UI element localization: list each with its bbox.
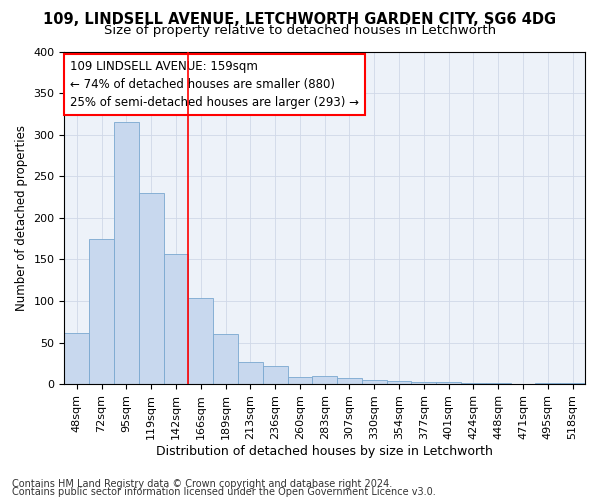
Bar (263, 366, 287, 384)
Bar (188, 298, 213, 384)
Bar (412, 382, 436, 384)
X-axis label: Distribution of detached houses by size in Letchworth: Distribution of detached houses by size … (156, 444, 493, 458)
Bar (436, 382, 461, 384)
Text: 109 LINDSELL AVENUE: 159sqm
← 74% of detached houses are smaller (880)
25% of se: 109 LINDSELL AVENUE: 159sqm ← 74% of det… (70, 60, 359, 109)
Bar (89, 238, 114, 384)
Text: Contains public sector information licensed under the Open Government Licence v3: Contains public sector information licen… (12, 487, 436, 497)
Bar (114, 122, 139, 384)
Bar (313, 376, 337, 384)
Bar (64, 332, 89, 384)
Bar (238, 362, 263, 384)
Bar (362, 380, 386, 384)
Bar (164, 254, 188, 384)
Bar (139, 193, 164, 384)
Y-axis label: Number of detached properties: Number of detached properties (15, 125, 28, 311)
Bar (287, 376, 313, 384)
Text: 109, LINDSELL AVENUE, LETCHWORTH GARDEN CITY, SG6 4DG: 109, LINDSELL AVENUE, LETCHWORTH GARDEN … (43, 12, 557, 28)
Text: Size of property relative to detached houses in Letchworth: Size of property relative to detached ho… (104, 24, 496, 37)
Bar (337, 378, 362, 384)
Bar (213, 334, 238, 384)
Bar (386, 381, 412, 384)
Text: Contains HM Land Registry data © Crown copyright and database right 2024.: Contains HM Land Registry data © Crown c… (12, 479, 392, 489)
